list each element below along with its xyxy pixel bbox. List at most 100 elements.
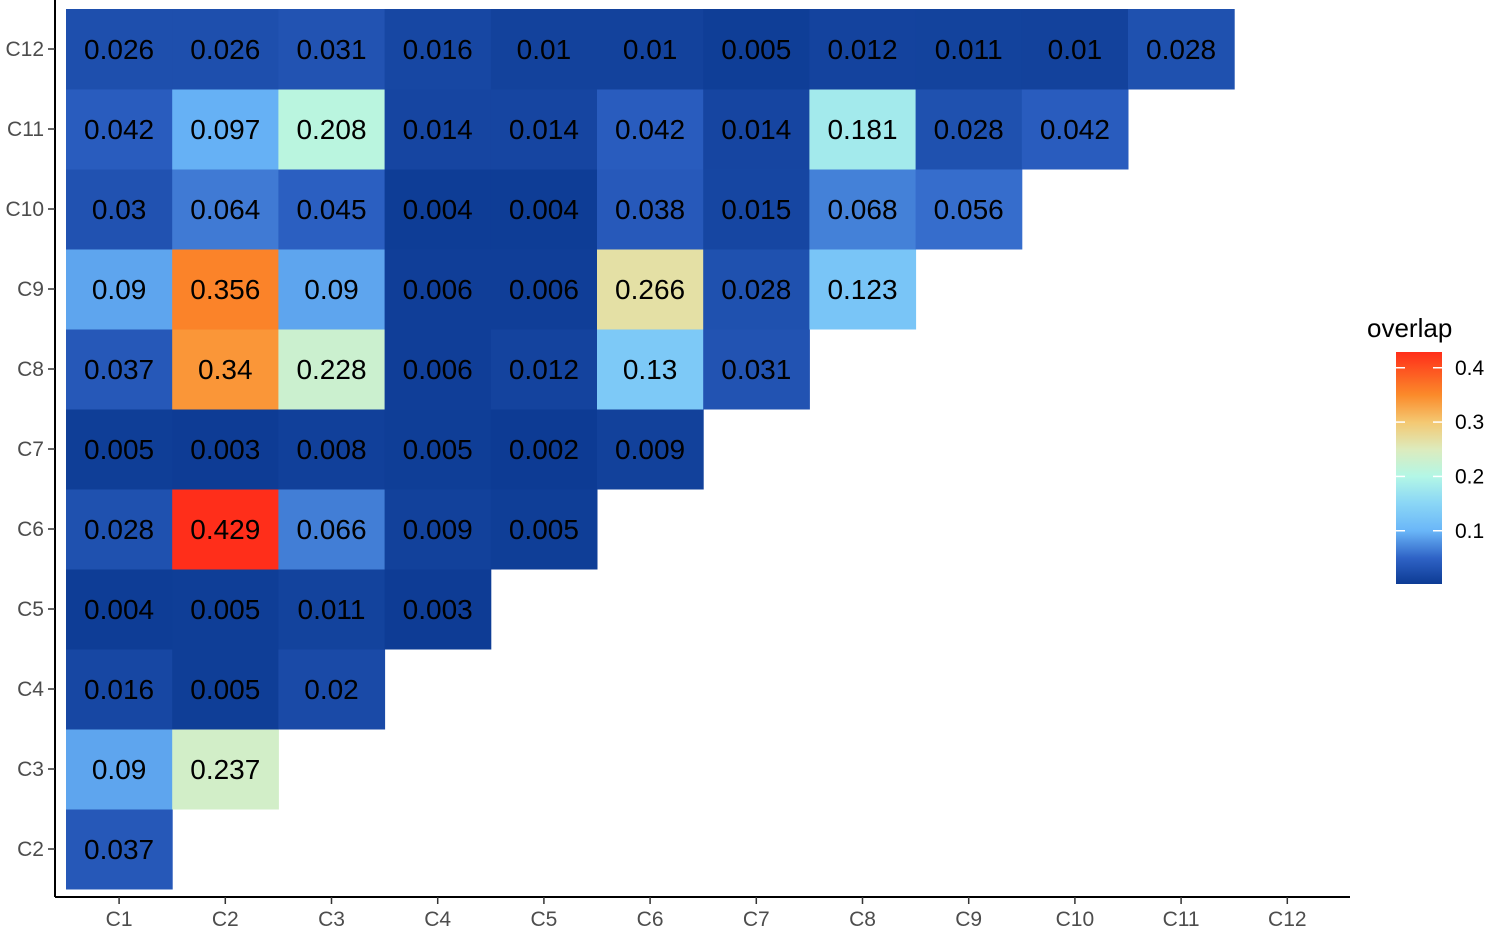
- cell-value-label: 0.064: [190, 194, 260, 225]
- color-legend: overlap 0.1 0.2 0.3 0.4: [1367, 313, 1485, 584]
- legend-tick-label: 0.4: [1455, 357, 1485, 380]
- y-tick-label: C8: [17, 358, 44, 381]
- heatmap-cell: [278, 89, 386, 170]
- cell-value-label: 0.09: [92, 274, 147, 305]
- heatmap-cell: [703, 169, 810, 250]
- cell-value-label: 0.016: [84, 674, 154, 705]
- cell-value-label: 0.009: [615, 434, 685, 465]
- heatmap-cell: [915, 169, 1023, 250]
- cell-value-label: 0.01: [517, 34, 572, 65]
- legend-ticks: 0.1 0.2 0.3 0.4: [1396, 357, 1485, 543]
- cell-value-label: 0.03: [92, 194, 147, 225]
- cell-value-label: 0.09: [92, 754, 147, 785]
- y-tick-label: C12: [5, 38, 44, 61]
- cell-value-label: 0.004: [509, 194, 579, 225]
- cell-value-label: 0.028: [1146, 34, 1216, 65]
- heatmap-cell: [384, 409, 492, 490]
- y-tick-label: C11: [7, 118, 44, 141]
- y-tick-label: C10: [5, 198, 44, 221]
- legend-tick-label: 0.2: [1455, 465, 1484, 488]
- heatmap-cell: [809, 89, 917, 170]
- cell-value-label: 0.005: [509, 514, 579, 545]
- y-tick-label: C9: [17, 278, 44, 301]
- cell-value-label: 0.068: [827, 194, 897, 225]
- heatmap-cell: [278, 649, 386, 730]
- cell-value-label: 0.042: [1040, 114, 1110, 145]
- heatmap-cell: [278, 249, 386, 330]
- heatmap-cell: [66, 409, 173, 490]
- cell-value-label: 0.014: [403, 114, 473, 145]
- heatmap-cell: [66, 9, 173, 90]
- x-tick-label: C1: [106, 908, 133, 928]
- cell-value-label: 0.016: [403, 34, 473, 65]
- heatmap-cell: [490, 329, 598, 410]
- cell-value-label: 0.006: [509, 274, 579, 305]
- cell-value-label: 0.005: [190, 674, 260, 705]
- y-tick-label: C7: [17, 438, 44, 461]
- cell-value-label: 0.005: [721, 34, 791, 65]
- cell-value-label: 0.01: [1048, 34, 1103, 65]
- heatmap-cell: [597, 89, 704, 170]
- heatmap-cell: [278, 489, 386, 570]
- cell-value-label: 0.042: [615, 114, 685, 145]
- cell-value-label: 0.003: [190, 434, 260, 465]
- heatmap-cell: [1021, 89, 1129, 170]
- heatmap-cell: [703, 9, 810, 90]
- cell-value-label: 0.028: [934, 114, 1004, 145]
- heatmap-cell: [809, 249, 917, 330]
- x-tick-label: C10: [1056, 908, 1095, 928]
- cell-value-label: 0.004: [403, 194, 473, 225]
- cell-value-label: 0.228: [296, 354, 366, 385]
- heatmap-cell: [172, 489, 279, 570]
- heatmap-cell: [384, 489, 492, 570]
- heatmap-cell: [597, 9, 704, 90]
- cell-value-label: 0.011: [298, 594, 366, 625]
- heatmap-cell: [66, 809, 173, 890]
- cell-value-label: 0.026: [190, 34, 260, 65]
- heatmap-cell: [384, 169, 492, 250]
- heatmap-cell: [490, 409, 598, 490]
- cell-value-label: 0.037: [84, 354, 154, 385]
- heatmap-cell: [66, 649, 173, 730]
- x-tick-label: C11: [1163, 908, 1200, 928]
- cell-value-label: 0.005: [403, 434, 473, 465]
- cell-value-label: 0.015: [721, 194, 791, 225]
- cell-value-label: 0.012: [827, 34, 897, 65]
- heatmap-cell: [384, 569, 492, 650]
- cell-value-label: 0.038: [615, 194, 685, 225]
- cell-value-label: 0.011: [935, 34, 1003, 65]
- x-tick-label: C3: [318, 908, 345, 928]
- cell-value-label: 0.34: [198, 354, 253, 385]
- y-tick-label: C2: [17, 838, 44, 861]
- heatmap-cell: [915, 9, 1023, 90]
- heatmap-cell: [490, 169, 598, 250]
- heatmap-cell: [490, 89, 598, 170]
- heatmap-cell: [172, 169, 279, 250]
- cell-value-label: 0.008: [296, 434, 366, 465]
- cell-value-label: 0.014: [721, 114, 791, 145]
- x-axis-ticks: C1 C2 C3 C4 C5 C6 C7 C8 C9 C10 C11 C12: [106, 897, 1307, 928]
- heatmap-cell: [66, 249, 173, 330]
- heatmap-cell: [809, 9, 917, 90]
- heatmap-cell: [915, 89, 1023, 170]
- heatmap-cell: [172, 649, 279, 730]
- heatmap-cell: [1021, 9, 1129, 90]
- cell-value-label: 0.005: [190, 594, 260, 625]
- cell-value-label: 0.02: [304, 674, 359, 705]
- cell-value-label: 0.005: [84, 434, 154, 465]
- cell-value-label: 0.13: [623, 354, 678, 385]
- heatmap-cell: [490, 489, 598, 570]
- heatmap-cell: [172, 569, 279, 650]
- heatmap-cell: [703, 249, 810, 330]
- heatmap-cell: [66, 329, 173, 410]
- x-tick-label: C7: [743, 908, 770, 928]
- cell-value-label: 0.006: [403, 354, 473, 385]
- heatmap-cell: [172, 89, 279, 170]
- x-tick-label: C12: [1268, 908, 1307, 928]
- cell-value-label: 0.429: [190, 514, 260, 545]
- x-tick-label: C5: [530, 908, 557, 928]
- heatmap-cells: [66, 9, 1235, 890]
- cell-value-label: 0.237: [190, 754, 260, 785]
- heatmap-cell: [66, 569, 173, 650]
